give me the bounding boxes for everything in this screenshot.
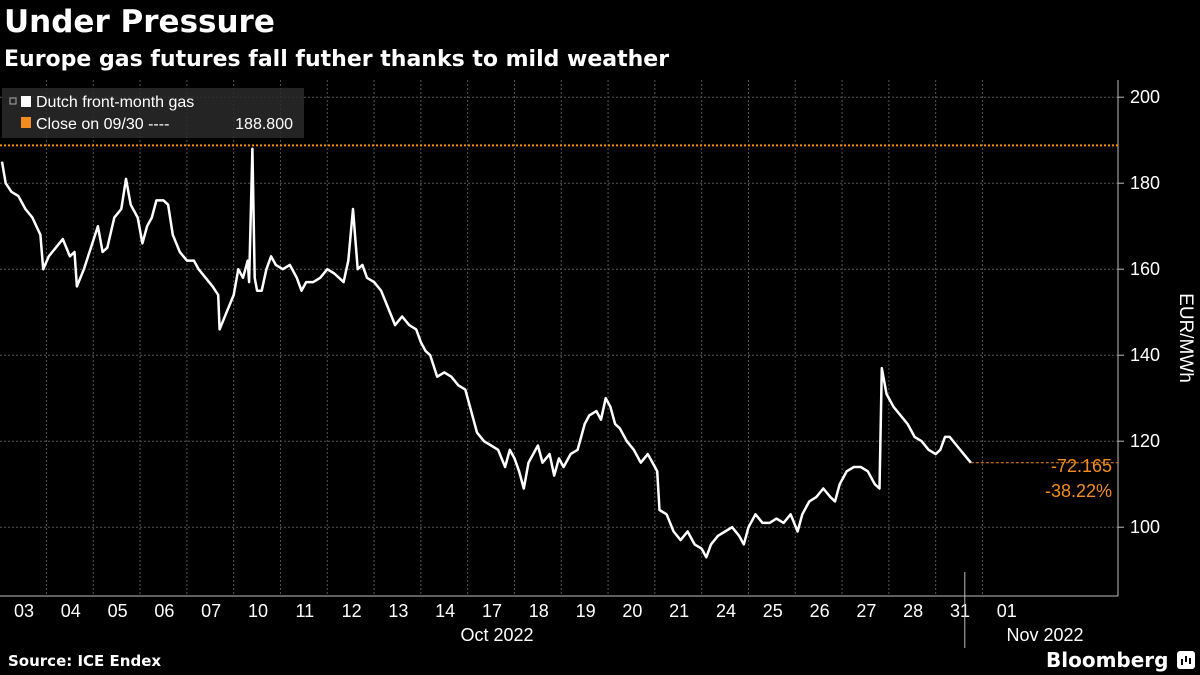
y-tick-label: 120 (1130, 431, 1160, 451)
y-axis-label: EUR/MWh (1175, 293, 1196, 383)
x-tick-label: 26 (810, 601, 830, 621)
x-tick-label: 03 (14, 601, 34, 621)
x-tick-label: 05 (108, 601, 128, 621)
x-tick-label: 17 (482, 601, 502, 621)
x-tick-label: 10 (248, 601, 268, 621)
y-tick-label: 200 (1130, 87, 1160, 107)
change-percent-label: -38.22% (1045, 481, 1112, 501)
chart-title: Under Pressure (4, 4, 275, 40)
x-tick-label: 25 (763, 601, 783, 621)
brand-logo: Bloomberg (1046, 648, 1169, 672)
legend-swatch-series (21, 96, 31, 107)
y-tick-label: 160 (1130, 259, 1160, 279)
x-tick-label: 11 (295, 601, 314, 621)
x-tick-label: 07 (201, 601, 221, 621)
x-tick-label: 31 (950, 601, 970, 621)
legend-label-series: Dutch front-month gas (36, 94, 194, 111)
x-tick-label: 27 (856, 601, 876, 621)
x-tick-label: 24 (716, 601, 736, 621)
x-tick-label: 12 (342, 601, 362, 621)
x-tick-label: 01 (997, 601, 1017, 621)
x-tick-label: 21 (669, 601, 689, 621)
legend-label-reference: Close on 09/30 ---- (36, 116, 169, 133)
x-tick-label: 18 (529, 601, 549, 621)
legend-swatch-reference (21, 117, 31, 128)
x-tick-label: 13 (388, 601, 408, 621)
change-absolute-label: -72.165 (1051, 456, 1112, 476)
x-tick-label: 04 (61, 601, 81, 621)
source-note: Source: ICE Endex (8, 652, 162, 670)
legend-box (2, 88, 304, 138)
x-tick-label: 20 (622, 601, 642, 621)
x-group-label: Nov 2022 (1006, 625, 1083, 645)
x-group-label: Oct 2022 (460, 625, 533, 645)
x-tick-label: 06 (154, 601, 174, 621)
x-tick-label: 28 (903, 601, 923, 621)
x-tick-label: 14 (435, 601, 455, 621)
y-tick-label: 140 (1130, 345, 1160, 365)
y-tick-label: 100 (1130, 517, 1160, 537)
series-line-dutch-gas (0, 147, 972, 559)
legend-reference-value: 188.800 (235, 116, 293, 133)
legend-toggle-icon (9, 97, 17, 105)
chart-subtitle: Europe gas futures fall futher thanks to… (4, 47, 670, 72)
x-tick-label: 19 (576, 601, 596, 621)
y-tick-label: 180 (1130, 173, 1160, 193)
bloomberg-chart-icon (1177, 651, 1195, 669)
